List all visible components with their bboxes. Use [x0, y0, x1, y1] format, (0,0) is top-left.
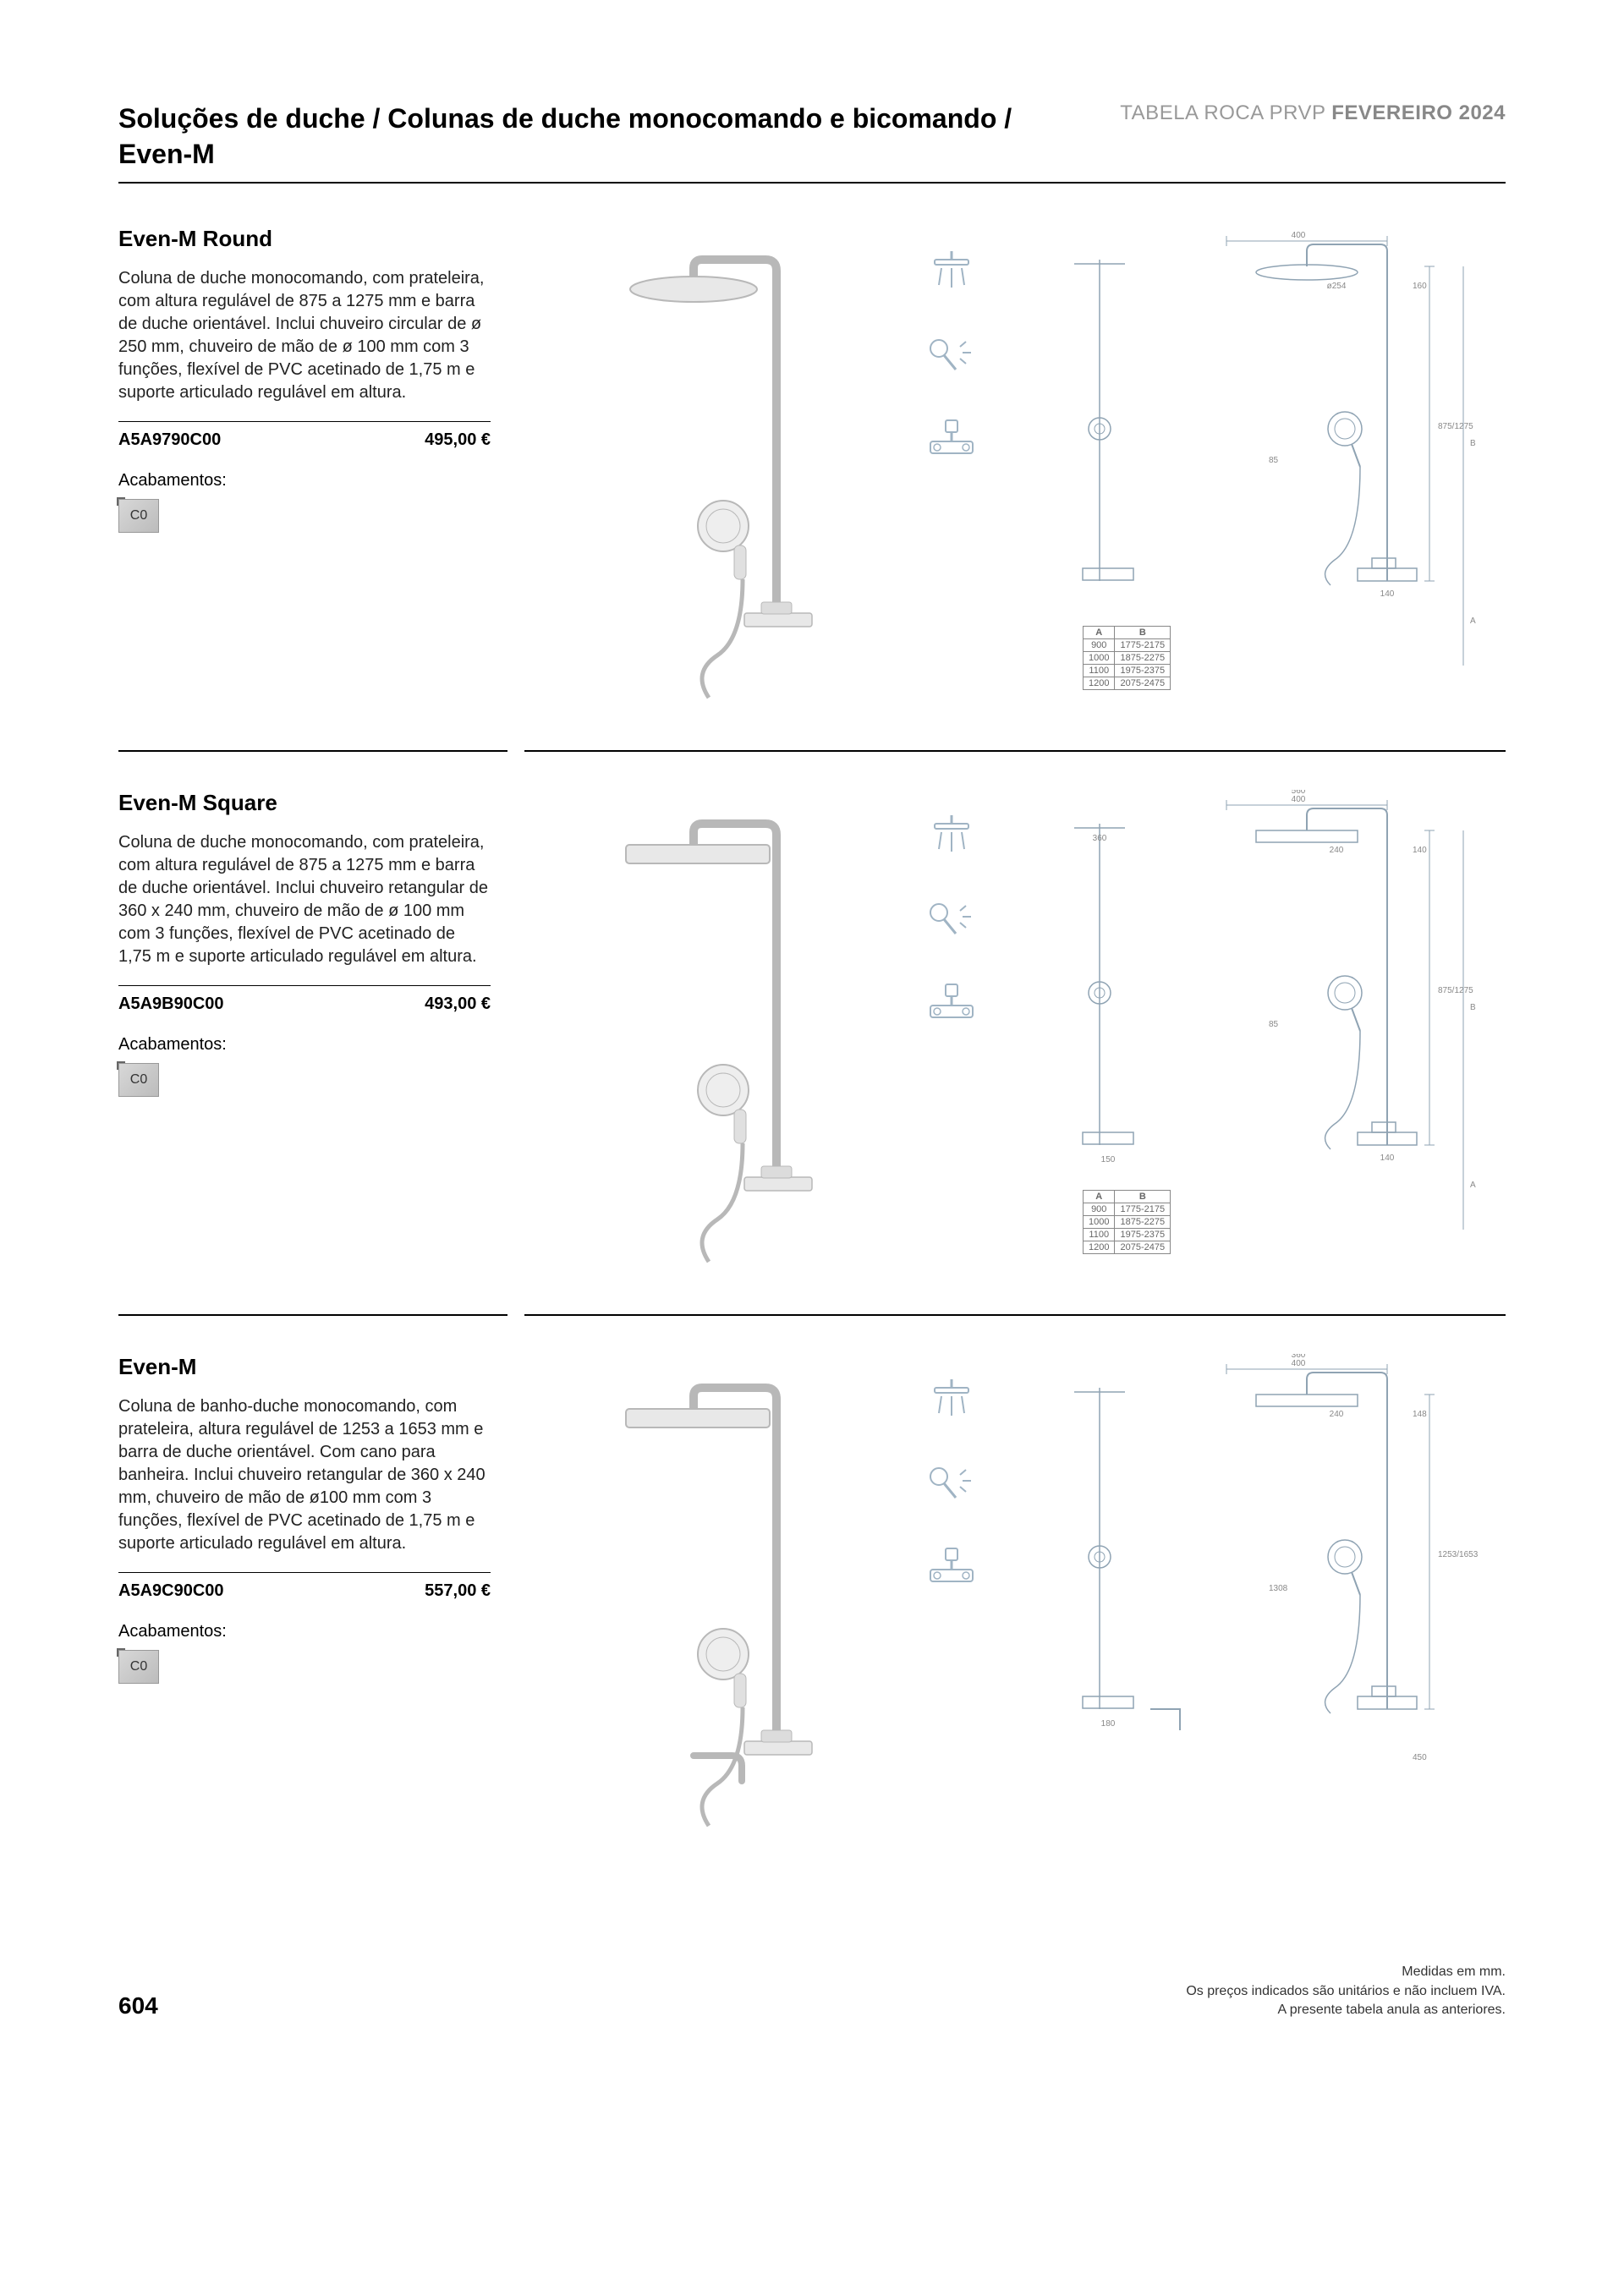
svg-text:400: 400: [1292, 795, 1306, 804]
sku-price-row: A5A9C90C00 557,00 €: [118, 1572, 491, 1601]
mixer-icon: [914, 412, 990, 471]
svg-text:A: A: [1470, 1181, 1476, 1190]
finishes-label: Acabamentos:: [118, 1035, 491, 1055]
product-title: Even-M Square: [118, 790, 491, 816]
mixer-icon: [914, 976, 990, 1035]
product-sku: A5A9C90C00: [118, 1581, 224, 1601]
feature-icons: [871, 226, 1032, 716]
technical-drawing: 400 360 180 240 450: [1049, 1354, 1522, 1844]
svg-text:450: 450: [1413, 1753, 1427, 1762]
svg-text:240: 240: [1330, 846, 1344, 855]
section-divider: [118, 750, 1506, 752]
svg-text:ø254: ø254: [1327, 282, 1347, 291]
finish-swatch: C0: [118, 1063, 159, 1097]
svg-text:B: B: [1470, 1003, 1476, 1012]
product-section: Even-M Square Coluna de duche monocomand…: [118, 790, 1506, 1280]
svg-text:150: 150: [1101, 1155, 1116, 1164]
product-sku: A5A9B90C00: [118, 995, 224, 1014]
product-text: Even-M Coluna de banho-duche monocomando…: [118, 1354, 508, 1844]
product-photo: [524, 1354, 854, 1844]
finish-swatch: C0: [118, 1650, 159, 1684]
feature-icons: [871, 790, 1032, 1280]
product-price: 493,00 €: [425, 995, 491, 1014]
svg-text:140: 140: [1413, 846, 1427, 855]
hand-shower-icon: [914, 327, 990, 386]
svg-text:875/1275: 875/1275: [1438, 986, 1473, 995]
svg-text:400: 400: [1292, 1359, 1306, 1368]
svg-text:85: 85: [1269, 456, 1279, 465]
rain-head-icon: [914, 807, 990, 866]
feature-icons: [871, 1354, 1032, 1844]
svg-text:140: 140: [1380, 1153, 1395, 1163]
footer-notes: Medidas em mm. Os preços indicados são u…: [1186, 1963, 1506, 2019]
product-sku: A5A9790C00: [118, 430, 221, 450]
product-section: Even-M Coluna de banho-duche monocomando…: [118, 1354, 1506, 1844]
svg-text:B: B: [1470, 439, 1476, 448]
product-photo: [524, 790, 854, 1280]
svg-text:180: 180: [1101, 1719, 1116, 1729]
svg-text:360: 360: [1292, 1354, 1306, 1360]
product-price: 557,00 €: [425, 1581, 491, 1601]
svg-text:A: A: [1470, 616, 1476, 626]
sku-price-row: A5A9B90C00 493,00 €: [118, 985, 491, 1014]
svg-text:148: 148: [1413, 1410, 1427, 1419]
product-description: Coluna de banho-duche monocomando, com p…: [118, 1395, 491, 1555]
page-footer: 604 Medidas em mm. Os preços indicados s…: [118, 1946, 1506, 2019]
hand-shower-icon: [914, 891, 990, 951]
svg-text:140: 140: [1380, 589, 1395, 599]
svg-text:1253/1653: 1253/1653: [1438, 1550, 1479, 1559]
svg-text:1308: 1308: [1269, 1584, 1288, 1593]
product-description: Coluna de duche monocomando, com pratele…: [118, 267, 491, 404]
svg-text:240: 240: [1330, 1410, 1344, 1419]
product-price: 495,00 €: [425, 430, 491, 450]
doc-label: TABELA ROCA PRVP FEVEREIRO 2024: [1120, 101, 1506, 125]
technical-drawing: 400 ø254 140: [1049, 226, 1522, 716]
hand-shower-icon: [914, 1455, 990, 1515]
product-description: Coluna de duche monocomando, com pratele…: [118, 831, 491, 968]
svg-text:85: 85: [1269, 1020, 1279, 1029]
finishes-label: Acabamentos:: [118, 471, 491, 490]
breadcrumb: Soluções de duche / Colunas de duche mon…: [118, 101, 1049, 172]
product-section: Even-M Round Coluna de duche monocomando…: [118, 226, 1506, 716]
page-header: Soluções de duche / Colunas de duche mon…: [118, 101, 1506, 172]
product-text: Even-M Square Coluna de duche monocomand…: [118, 790, 508, 1280]
product-title: Even-M: [118, 1354, 491, 1380]
finish-swatch: C0: [118, 499, 159, 533]
mixer-icon: [914, 1540, 990, 1599]
sku-price-row: A5A9790C00 495,00 €: [118, 421, 491, 450]
product-photo: [524, 226, 854, 716]
svg-text:160: 160: [1413, 282, 1427, 291]
product-text: Even-M Round Coluna de duche monocomando…: [118, 226, 508, 716]
header-rule: [118, 182, 1506, 184]
finishes-label: Acabamentos:: [118, 1622, 491, 1641]
rain-head-icon: [914, 243, 990, 302]
svg-text:560: 560: [1292, 790, 1306, 796]
svg-text:875/1275: 875/1275: [1438, 422, 1473, 431]
svg-text:360: 360: [1093, 834, 1107, 843]
section-divider: [118, 1314, 1506, 1316]
svg-text:400: 400: [1292, 231, 1306, 240]
page-number: 604: [118, 1992, 158, 2019]
technical-drawing: 400 560 360 150 240 140: [1049, 790, 1522, 1280]
rain-head-icon: [914, 1371, 990, 1430]
product-title: Even-M Round: [118, 226, 491, 252]
